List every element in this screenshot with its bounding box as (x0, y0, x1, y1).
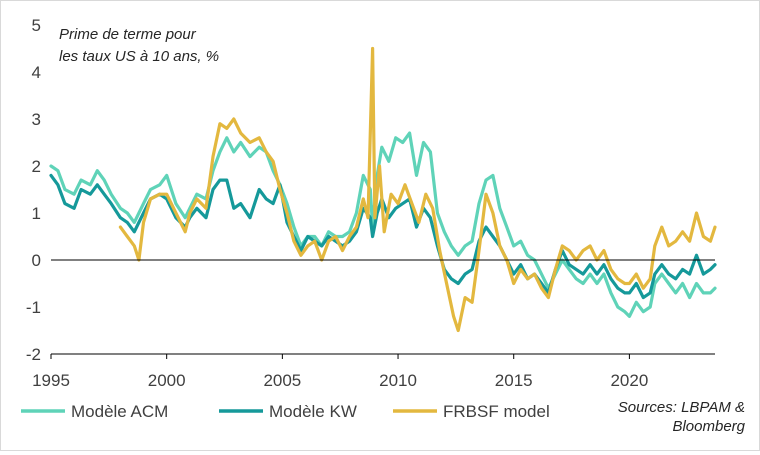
chart-title-line-2: les taux US à 10 ans, % (59, 48, 219, 65)
series-line-acm (49, 131, 717, 318)
x-tick-label: 2010 (379, 371, 417, 390)
x-axis-ticks: 1995 2000 2005 2010 2015 2020 (32, 354, 648, 390)
chart-title-line-1: Prime de terme pour (59, 26, 197, 43)
legend-label-acm: Modèle ACM (71, 402, 168, 421)
x-tick-label: 2020 (610, 371, 648, 390)
y-axis-ticks: -2 -1 0 1 2 3 4 5 (26, 16, 41, 364)
legend-item-kw: Modèle KW (219, 402, 357, 421)
x-tick-label: 2005 (263, 371, 301, 390)
y-tick-label: -1 (26, 298, 41, 317)
series-lines (49, 46, 717, 333)
y-tick-label: 2 (32, 157, 41, 176)
x-tick-label: 2015 (495, 371, 533, 390)
y-tick-label: 4 (32, 63, 41, 82)
series-line-frbsf (118, 46, 717, 333)
legend-label-kw: Modèle KW (269, 402, 357, 421)
y-tick-label: 0 (32, 251, 41, 270)
source-line-2: Bloomberg (672, 418, 745, 435)
y-tick-label: -2 (26, 345, 41, 364)
source-line-1: Sources: LBPAM & (618, 399, 745, 416)
y-tick-label: 5 (32, 16, 41, 35)
x-tick-label: 1995 (32, 371, 70, 390)
legend-item-acm: Modèle ACM (21, 402, 168, 421)
y-tick-label: 1 (32, 204, 41, 223)
legend: Modèle ACM Modèle KW FRBSF model (21, 402, 550, 421)
series-line-kw (49, 173, 717, 300)
legend-item-frbsf: FRBSF model (393, 402, 550, 421)
y-tick-label: 3 (32, 110, 41, 129)
x-tick-label: 2000 (148, 371, 186, 390)
legend-label-frbsf: FRBSF model (443, 402, 550, 421)
